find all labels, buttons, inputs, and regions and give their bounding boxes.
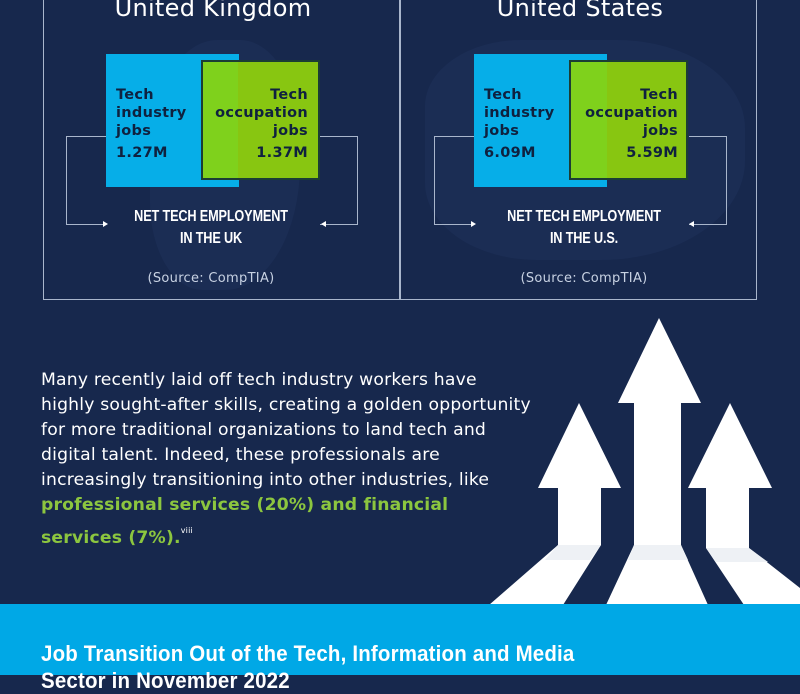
source-us: (Source: CompTIA) <box>520 271 648 286</box>
source-uk: (Source: CompTIA) <box>147 271 275 286</box>
body-text-plain: Many recently laid off tech industry wor… <box>41 370 531 490</box>
label-line: industry <box>116 105 187 121</box>
label-line: jobs <box>642 123 678 139</box>
panel-divider <box>399 0 401 300</box>
box-overlap-uk <box>203 62 238 178</box>
section-title: Job Transition Out of the Tech, Informat… <box>41 641 575 693</box>
body-text-highlight: professional services (20%) and financia… <box>41 495 449 548</box>
label-line: jobs <box>272 123 308 139</box>
net-label-line: IN THE U.S. <box>549 230 619 247</box>
tech-occupation-label-uk: Tech occupation jobs 1.37M <box>210 86 308 162</box>
bracket-right-us <box>689 136 727 225</box>
panel-title-us: United States <box>496 0 664 22</box>
label-line: jobs <box>484 123 520 139</box>
label-line: Tech <box>484 87 522 103</box>
three-up-arrows-icon <box>489 318 800 605</box>
net-label-line: IN THE UK <box>179 230 243 247</box>
bracket-right-uk <box>320 136 358 225</box>
bracket-left-uk <box>66 136 106 225</box>
arrow-left-icon <box>321 221 326 227</box>
arrow-left-icon <box>689 221 694 227</box>
net-label-line: NET TECH EMPLOYMENT <box>134 208 288 225</box>
bottom-section <box>0 604 800 675</box>
tech-industry-value-uk: 1.27M <box>116 145 168 161</box>
label-line: occupation <box>585 105 678 121</box>
label-line: jobs <box>116 123 152 139</box>
box-overlap-us <box>571 62 607 178</box>
net-tech-label-uk: NET TECH EMPLOYMENT IN THE UK <box>121 206 301 250</box>
tech-industry-label-uk: Tech industry jobs 1.27M <box>116 86 187 162</box>
tech-occupation-label-us: Tech occupation jobs 5.59M <box>578 86 678 162</box>
net-label-line: NET TECH EMPLOYMENT <box>507 208 661 225</box>
arrow-right-icon <box>471 221 476 227</box>
tech-industry-value-us: 6.09M <box>484 145 536 161</box>
net-tech-label-us: NET TECH EMPLOYMENT IN THE U.S. <box>494 206 674 250</box>
panel-title-uk: United Kingdom <box>114 0 312 22</box>
label-line: industry <box>484 105 555 121</box>
footnote-ref: viii <box>180 526 193 535</box>
label-line: occupation <box>215 105 308 121</box>
tech-occupation-value-us: 5.59M <box>626 145 678 161</box>
tech-occupation-value-uk: 1.37M <box>256 145 308 161</box>
arrow-right-icon <box>103 221 108 227</box>
body-paragraph: Many recently laid off tech industry wor… <box>41 368 531 551</box>
label-line: Tech <box>270 87 308 103</box>
label-line: Tech <box>640 87 678 103</box>
bracket-left-us <box>434 136 474 225</box>
tech-industry-label-us: Tech industry jobs 6.09M <box>484 86 555 162</box>
label-line: Tech <box>116 87 154 103</box>
